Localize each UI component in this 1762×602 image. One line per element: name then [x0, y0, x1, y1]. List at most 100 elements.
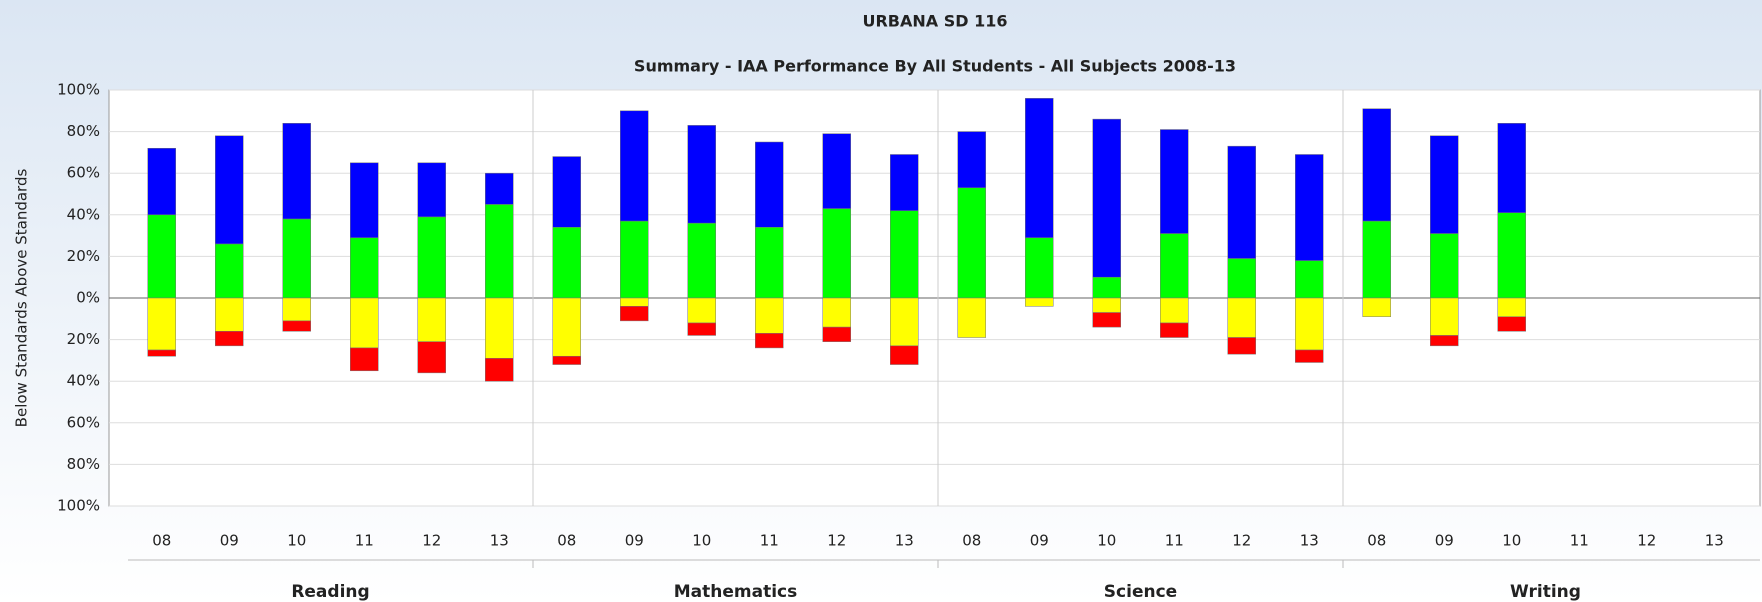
bar-segment — [1497, 212, 1526, 299]
bar-segment — [1160, 297, 1189, 324]
bar-segment — [1497, 123, 1526, 213]
bar-segment — [1160, 233, 1189, 299]
x-tick-label: 13 — [490, 532, 509, 550]
bar-segment — [755, 297, 784, 334]
y-tick-label: 20% — [67, 330, 100, 348]
bar-segment — [1295, 260, 1324, 299]
bar-segment — [147, 214, 176, 299]
bar-segment — [755, 141, 784, 228]
bar-segment — [822, 208, 851, 299]
bar-segment — [1295, 297, 1324, 351]
x-tick-label: 12 — [1637, 532, 1656, 550]
bar-segment — [485, 358, 514, 382]
bar-segment — [215, 135, 244, 245]
x-tick-label: 11 — [1570, 532, 1589, 550]
x-tick-label: 08 — [962, 532, 981, 550]
bar-segment — [485, 172, 514, 205]
y-tick-label: 100% — [57, 81, 100, 99]
bar-segment — [890, 345, 919, 365]
x-tick-label: 12 — [827, 532, 846, 550]
bar-segment — [1295, 349, 1324, 363]
bar-segment — [282, 320, 311, 332]
bar-segment — [890, 297, 919, 347]
y-tick-label: 0% — [76, 289, 100, 307]
bar-segment — [957, 297, 986, 338]
y-tick-label: 20% — [67, 247, 100, 265]
y-tick-label: 40% — [67, 372, 100, 390]
chart-title: URBANA SD 116 — [862, 12, 1007, 31]
x-tick-label: 10 — [1502, 532, 1521, 550]
bar-segment — [755, 227, 784, 299]
y-tick-label: 80% — [67, 455, 100, 473]
bar-segment — [350, 162, 379, 238]
x-tick-label: 08 — [1367, 532, 1386, 550]
x-tick-label: 11 — [1165, 532, 1184, 550]
y-axis-label: Below Standards Above Standards — [13, 169, 31, 428]
bar-segment — [350, 297, 379, 349]
x-tick-label: 10 — [692, 532, 711, 550]
bar-segment — [417, 162, 446, 218]
group-label: Reading — [291, 582, 369, 602]
bar-segment — [552, 156, 581, 228]
x-tick-label: 09 — [1030, 532, 1049, 550]
x-tick-label: 13 — [1705, 532, 1724, 550]
x-tick-label: 11 — [355, 532, 374, 550]
bar-segment — [485, 297, 514, 359]
bar-segment — [1092, 297, 1121, 313]
bar-segment — [890, 210, 919, 299]
bar-segment — [215, 297, 244, 332]
bar-segment — [1430, 297, 1459, 336]
bar-segment — [417, 297, 446, 342]
bar-segment — [417, 341, 446, 374]
x-tick-label: 10 — [1097, 532, 1116, 550]
x-tick-label: 13 — [895, 532, 914, 550]
bar-segment — [1160, 129, 1189, 234]
bar-segment — [147, 147, 176, 216]
bar-segment — [417, 216, 446, 299]
bar-segment — [687, 222, 716, 299]
bar-segment — [1430, 335, 1459, 347]
bar-segment — [282, 297, 311, 322]
bar-segment — [1092, 312, 1121, 328]
y-tick-label: 100% — [57, 497, 100, 515]
bar-segment — [1497, 297, 1526, 317]
bar-segment — [620, 297, 649, 307]
bar-segment — [822, 326, 851, 342]
bar-segment — [147, 297, 176, 351]
y-tick-label: 40% — [67, 205, 100, 223]
bar-segment — [687, 322, 716, 336]
bar-segment — [552, 297, 581, 357]
bar-segment — [282, 123, 311, 220]
bar-segment — [485, 204, 514, 299]
bar-segment — [1227, 297, 1256, 338]
bar-segment — [350, 237, 379, 299]
bar-segment — [957, 131, 986, 189]
bar-segment — [215, 331, 244, 347]
bar-segment — [1362, 108, 1391, 222]
x-tick-label: 11 — [760, 532, 779, 550]
bar-segment — [1430, 135, 1459, 234]
bar-segment — [620, 306, 649, 322]
group-label: Writing — [1510, 582, 1581, 602]
bar-segment — [1227, 145, 1256, 259]
bar-segment — [1227, 258, 1256, 299]
chart-subtitle: Summary - IAA Performance By All Student… — [634, 57, 1236, 76]
bar-segment — [957, 187, 986, 299]
bar-segment — [1160, 322, 1189, 338]
x-tick-label: 08 — [152, 532, 171, 550]
bar-segment — [1362, 220, 1391, 299]
x-tick-label: 08 — [557, 532, 576, 550]
bar-segment — [755, 333, 784, 349]
group-label: Science — [1104, 582, 1177, 602]
bar-segment — [822, 297, 851, 328]
x-tick-label: 12 — [1232, 532, 1251, 550]
bar-segment — [1025, 98, 1054, 238]
bar-segment — [620, 110, 649, 222]
bar-segment — [1430, 233, 1459, 299]
bar-segment — [147, 349, 176, 357]
y-tick-label: 60% — [67, 413, 100, 431]
bar-segment — [687, 297, 716, 324]
x-tick-label: 09 — [220, 532, 239, 550]
group-label: Mathematics — [674, 582, 797, 602]
